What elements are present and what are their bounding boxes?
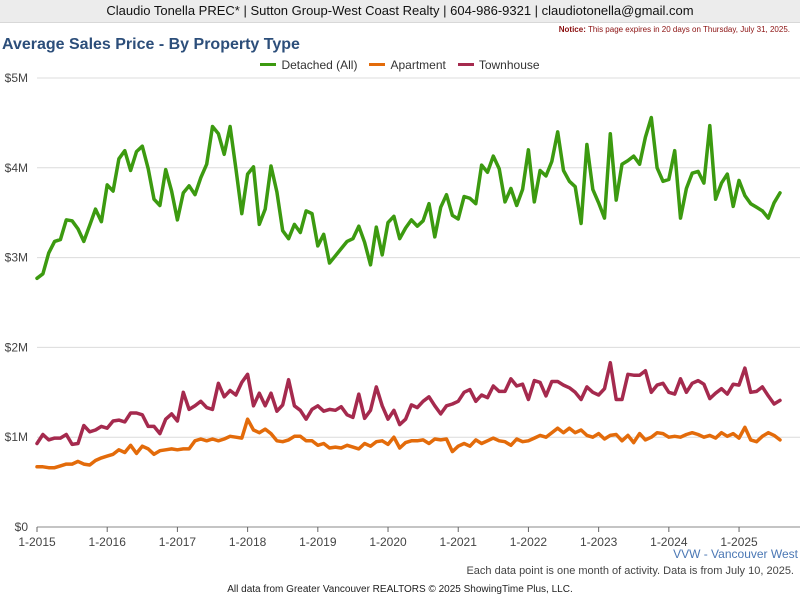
y-tick-label: $3M (5, 251, 28, 265)
x-tick-label: 1-2016 (89, 535, 127, 549)
x-axis: 1-2015 1-2016 1-2017 1-2018 1-2019 1-2020 1-20… (18, 527, 758, 549)
legend-item: Apartment (369, 58, 446, 72)
legend-label: Apartment (390, 58, 446, 72)
legend-item: Detached (All) (260, 58, 357, 72)
x-tick-label: 1-2020 (369, 535, 407, 549)
x-tick-label: 1-2023 (580, 535, 618, 549)
agent-contact-text: Claudio Tonella PREC* | Sutton Group-Wes… (106, 3, 694, 18)
x-tick-label: 1-2019 (299, 535, 337, 549)
notice-label: Notice: (558, 25, 586, 34)
legend-swatch (260, 63, 277, 67)
series-line-townhouse (35, 360, 782, 447)
x-tick-label: 1-2017 (159, 535, 197, 549)
chart-title: Average Sales Price - By Property Type (2, 36, 300, 53)
legend-swatch (457, 63, 474, 67)
notice-text: This page expires in 20 days on Thursday… (585, 25, 790, 34)
footer-credit: All data from Greater Vancouver REALTORS… (227, 584, 573, 595)
legend-item: Townhouse (457, 58, 540, 72)
series-line-detached-all (35, 115, 782, 281)
x-tick-label: 1-2022 (510, 535, 548, 549)
chart-legend: Detached (All) Apartment Townhouse (0, 58, 800, 72)
y-tick-label: $4M (5, 161, 28, 175)
y-tick-label: $5M (5, 71, 28, 85)
x-tick-label: 1-2024 (650, 535, 688, 549)
x-tick-label: 1-2025 (720, 535, 758, 549)
chart-series (35, 115, 782, 470)
y-tick-label: $1M (5, 430, 28, 444)
legend-swatch (369, 63, 386, 67)
series-line-apartment (35, 417, 782, 470)
agent-contact-bar: Claudio Tonella PREC* | Sutton Group-Wes… (0, 0, 800, 23)
legend-label: Townhouse (478, 58, 540, 72)
area-label: VVW - Vancouver West (673, 547, 798, 561)
y-tick-label: $0 (15, 520, 29, 534)
expiry-notice: Notice: This page expires in 20 days on … (559, 25, 790, 34)
chart-grid (37, 77, 800, 528)
data-note: Each data point is one month of activity… (466, 565, 794, 577)
legend-label: Detached (All) (281, 58, 358, 72)
y-tick-label: $2M (5, 340, 28, 354)
x-tick-label: 1-2021 (440, 535, 478, 549)
x-tick-label: 1-2018 (229, 535, 267, 549)
y-axis: $0 $1M $2M $3M $4M $5M (5, 71, 29, 534)
x-tick-label: 1-2015 (18, 535, 56, 549)
